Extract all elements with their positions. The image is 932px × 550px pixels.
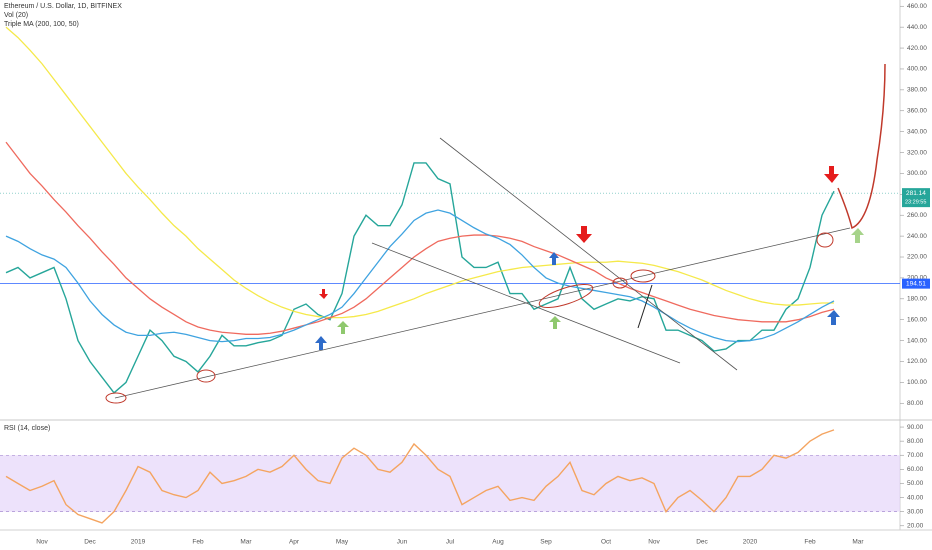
- circle-mark: [612, 277, 628, 289]
- series-line: [5, 209, 835, 343]
- chart-title: Ethereum / U.S. Dollar, 1D, BITFINEX: [4, 3, 122, 10]
- countdown-label: 23:29:55: [905, 200, 926, 206]
- indicator-label: Vol (20): [4, 12, 28, 19]
- y-tick-label: 20.00: [907, 522, 924, 529]
- y-tick-label: 300.00: [907, 170, 927, 177]
- trendline: [439, 137, 738, 371]
- y-tick-label: 200.00: [907, 275, 927, 282]
- arrow-down-red: [576, 226, 592, 243]
- x-tick-label: Mar: [852, 539, 864, 546]
- projection-curve: [837, 63, 886, 230]
- last-price-label: 281.14: [906, 190, 926, 197]
- y-tick-label: 260.00: [907, 212, 927, 219]
- x-tick-label: Dec: [84, 539, 96, 546]
- trendline: [114, 227, 851, 399]
- y-tick-label: 50.00: [907, 480, 924, 487]
- y-tick-label: 70.00: [907, 452, 924, 459]
- last-price-badge: [902, 188, 930, 208]
- x-tick-label: Dec: [696, 539, 708, 546]
- y-tick-label: 380.00: [907, 87, 927, 94]
- arrow-down-red: [824, 166, 839, 183]
- arrow-up-green: [851, 228, 864, 243]
- x-tick-label: Sep: [540, 539, 552, 546]
- y-tick-label: 360.00: [907, 107, 927, 114]
- arrow-up-blue: [827, 310, 840, 325]
- series-line: [5, 141, 835, 335]
- trendline: [371, 242, 681, 364]
- y-tick-label: 400.00: [907, 66, 927, 73]
- circle-mark: [816, 232, 834, 248]
- x-tick-label: Aug: [492, 539, 504, 546]
- drawings: [105, 63, 886, 404]
- arrow-up-blue: [549, 252, 559, 265]
- arrows: [315, 166, 864, 350]
- x-tick-label: Nov: [648, 539, 660, 546]
- y-tick-label: 100.00: [907, 379, 927, 386]
- y-tick-label: 120.00: [907, 358, 927, 365]
- arrow-down-red: [319, 289, 328, 299]
- x-tick-label: Mar: [240, 539, 252, 546]
- circle-mark: [196, 369, 216, 383]
- arrow-up-blue: [315, 336, 327, 350]
- y-tick-label: 80.00: [907, 438, 924, 445]
- x-tick-label: Feb: [804, 539, 816, 546]
- series-line: [5, 429, 835, 524]
- y-tick-label: 320.00: [907, 149, 927, 156]
- circle-mark: [538, 283, 594, 309]
- plot: 80.00 100.00 120.00 140.00 160.00 180.00 200.0…: [0, 3, 930, 546]
- x-tick-label: Nov: [36, 539, 48, 546]
- x-tick-label: May: [336, 539, 349, 546]
- x-tick-label: Oct: [601, 539, 611, 546]
- y-tick-label: 420.00: [907, 45, 927, 52]
- y-tick-label: 90.00: [907, 424, 924, 431]
- y-tick-label: 240.00: [907, 233, 927, 240]
- y-tick-label: 30.00: [907, 508, 924, 515]
- y-tick-label: 440.00: [907, 24, 927, 31]
- arrow-up-green: [549, 316, 561, 329]
- y-tick-label: 60.00: [907, 466, 924, 473]
- y-tick-label: 160.00: [907, 316, 927, 323]
- y-tick-label: 460.00: [907, 3, 927, 10]
- trendline: [637, 284, 653, 329]
- x-tick-label: Jul: [446, 539, 455, 546]
- rsi-title: RSI (14, close): [4, 425, 50, 432]
- y-tick-label: 220.00: [907, 254, 927, 261]
- x-tick-label: 2019: [131, 539, 146, 546]
- x-tick-label: Apr: [289, 539, 300, 546]
- y-tick-label: 340.00: [907, 128, 927, 135]
- indicator-label: Triple MA (200, 100, 50): [4, 21, 79, 28]
- price-badge: [902, 278, 930, 289]
- series-line: [5, 26, 834, 319]
- circle-mark: [630, 269, 656, 283]
- x-tick-label: Jun: [397, 539, 408, 546]
- circle-mark: [105, 392, 127, 404]
- y-tick-label: 180.00: [907, 296, 927, 303]
- x-tick-label: Feb: [192, 539, 204, 546]
- rsi-band: [0, 455, 900, 512]
- y-tick-label: 140.00: [907, 337, 927, 344]
- arrow-up-green: [337, 321, 349, 334]
- y-tick-label: 80.00: [907, 400, 924, 407]
- y-tick-label: 40.00: [907, 494, 924, 501]
- x-tick-label: 2020: [743, 539, 758, 546]
- price-badge-label: 194.51: [906, 280, 926, 287]
